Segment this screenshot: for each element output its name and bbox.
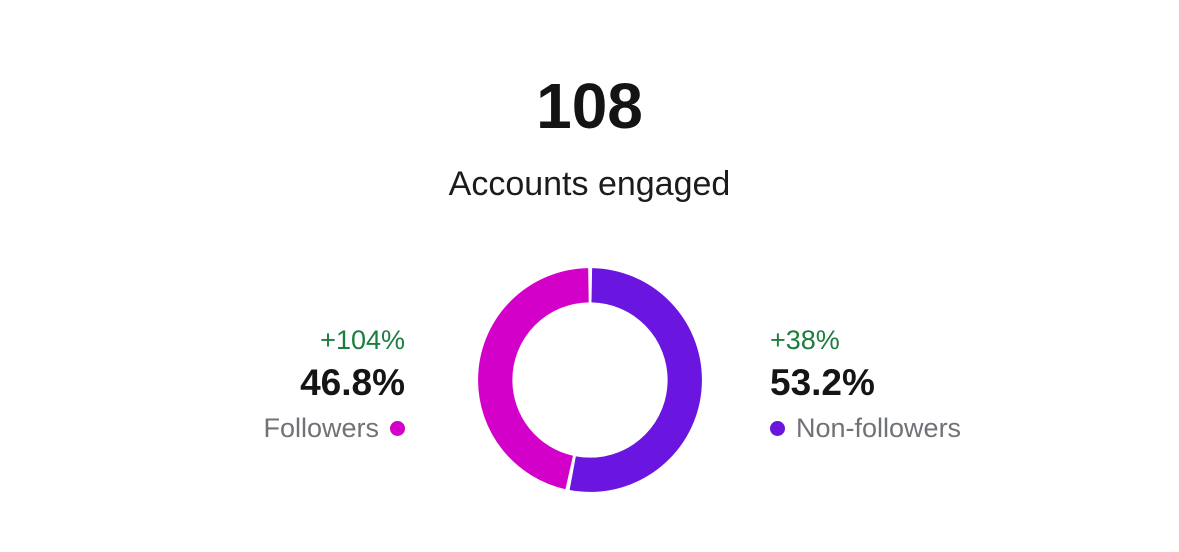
followers-percentage: 46.8% (300, 362, 405, 403)
page-title: Accounts engaged (448, 165, 731, 203)
total-accounts-engaged: 108 (536, 70, 643, 142)
non-followers-percentage: 53.2% (770, 362, 875, 403)
non-followers-legend-dot (770, 420, 785, 436)
donut-chart (469, 259, 711, 501)
non-followers-label-row: Non-followers (770, 406, 961, 450)
followers-legend-dot (390, 420, 405, 436)
followers-label: Followers (263, 413, 379, 443)
followers-change: +104% (320, 325, 405, 355)
followers-label-row: Followers (263, 406, 405, 450)
non-followers-change: +38% (770, 325, 840, 355)
donut-svg (478, 268, 702, 492)
non-followers-label: Non-followers (796, 413, 962, 443)
non-followers-stat: +38% 53.2% Non-followers (770, 320, 961, 450)
followers-stat: +104% 46.8% Followers (263, 320, 405, 450)
